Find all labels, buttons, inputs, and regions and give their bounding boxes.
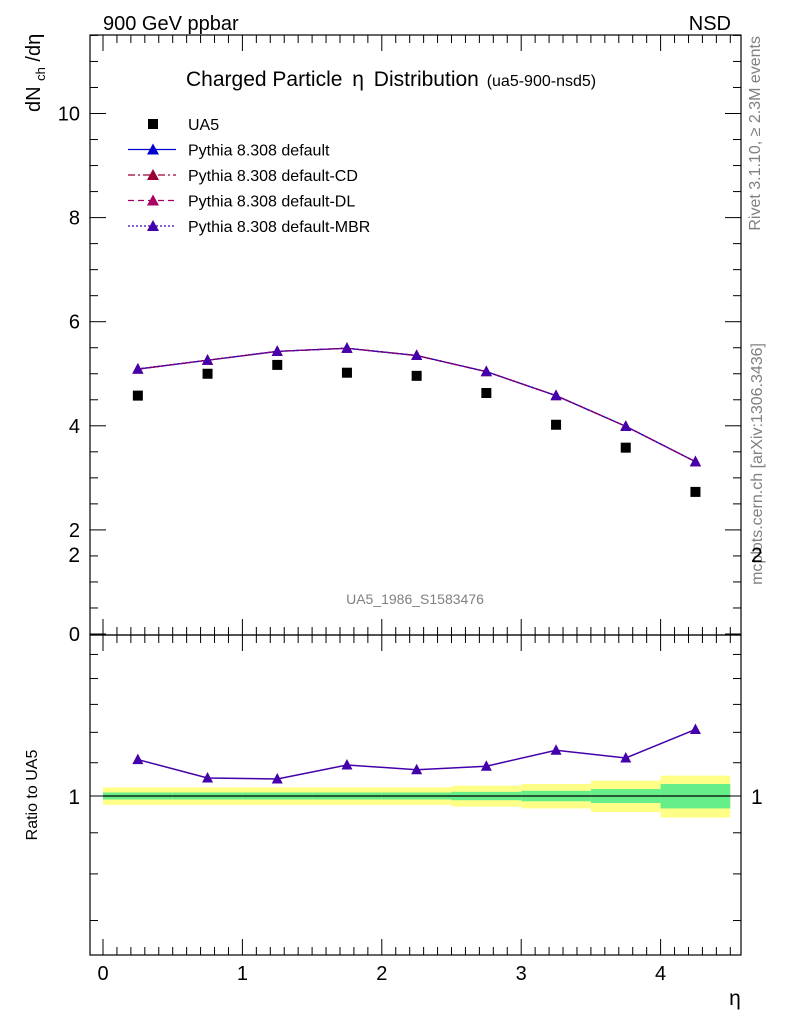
main-series-group bbox=[132, 342, 701, 497]
legend-label: Pythia 8.308 default-CD bbox=[188, 168, 358, 185]
ua5-data-point bbox=[690, 486, 701, 497]
ratio-series-group bbox=[132, 723, 701, 784]
rivet-version-label: Rivet 3.1.10, ≥ 2.3M events bbox=[747, 36, 764, 231]
legend-marker-square bbox=[148, 119, 158, 129]
x-tick-label: 1 bbox=[237, 963, 248, 985]
main-title-main: Charged Particle bbox=[186, 68, 342, 91]
mc-series-marker bbox=[202, 354, 214, 365]
mc-series-line bbox=[137, 347, 696, 463]
mc-series-marker bbox=[271, 345, 283, 356]
main-title-eta: η bbox=[352, 68, 364, 91]
ratio-series-marker bbox=[202, 771, 214, 783]
ratio-y-tick-label-left: 1 bbox=[68, 786, 80, 809]
ratio-series-marker bbox=[620, 751, 632, 763]
mc-series-marker bbox=[341, 342, 353, 353]
mc-series-line bbox=[137, 347, 696, 463]
main-y-tick-label: 0 bbox=[69, 624, 80, 646]
legend-label: Pythia 8.308 default-DL bbox=[188, 194, 355, 211]
ratio-plot-frame bbox=[89, 634, 742, 956]
mc-series-line bbox=[137, 347, 696, 463]
ratio-y-tick-label-left: 2 bbox=[68, 544, 80, 567]
ua5-data-point bbox=[620, 442, 631, 453]
ratio-y-tick-label-right: 1 bbox=[751, 786, 763, 809]
legend-label: Pythia 8.308 default bbox=[188, 143, 330, 160]
x-tick-label: 2 bbox=[376, 963, 387, 985]
mcplots-label: mcplots.cern.ch [arXiv:1306.3436] bbox=[749, 343, 766, 585]
main-axis-ticks bbox=[90, 34, 741, 635]
legend-marker-triangle bbox=[147, 220, 159, 231]
ratio-y-tick-labels: 0.50.51122 bbox=[68, 544, 763, 809]
y-label-sub: ch bbox=[33, 67, 48, 81]
ratio-series-marker bbox=[411, 763, 423, 775]
ratio-series-marker bbox=[480, 760, 492, 771]
legend-label: UA5 bbox=[188, 117, 219, 134]
mc-series-marker bbox=[550, 389, 562, 401]
x-tick-label: 3 bbox=[516, 963, 527, 985]
main-title-word: Distribution bbox=[374, 68, 479, 91]
ua5-data-point bbox=[272, 359, 283, 370]
main-y-tick-label: 2 bbox=[69, 520, 80, 542]
ratio-axis-ticks bbox=[90, 635, 741, 955]
x-axis-label: η bbox=[729, 987, 741, 1010]
ua5-data-point bbox=[481, 388, 492, 399]
ua5-data-point bbox=[202, 368, 213, 379]
analysis-watermark: UA5_1986_S1583476 bbox=[346, 591, 484, 607]
x-tick-label: 4 bbox=[655, 963, 666, 985]
ratio-series-marker bbox=[132, 753, 144, 765]
ratio-series-marker bbox=[550, 744, 562, 755]
ratio-series-marker bbox=[341, 758, 353, 770]
legend-marker-triangle bbox=[147, 194, 159, 206]
header-right-label: NSD bbox=[689, 13, 731, 35]
mc-series-marker bbox=[480, 365, 492, 377]
main-title-tag: (ua5-900-nsd5) bbox=[487, 73, 596, 90]
x-tick-label: 0 bbox=[97, 963, 108, 985]
legend-label: Pythia 8.308 default-MBR bbox=[188, 219, 370, 236]
main-y-tick-label: 4 bbox=[69, 416, 80, 438]
ua5-data-point bbox=[341, 367, 352, 378]
ratio-uncertainty-bands bbox=[103, 775, 731, 818]
main-y-tick-label: 8 bbox=[69, 208, 80, 230]
mc-series-marker bbox=[411, 349, 423, 361]
main-y-axis-label: dN ch /dη bbox=[23, 34, 50, 112]
ratio-series-marker bbox=[271, 772, 283, 784]
main-title: Charged Particle η Distribution (ua5-900… bbox=[186, 68, 596, 91]
main-panel: 0 2 4 6 8 10 Charged Particle η Distribution … bbox=[23, 34, 742, 647]
mc-series-line bbox=[137, 347, 696, 463]
ratio-series-marker bbox=[689, 723, 701, 734]
ratio-y-tick-label-right: 2 bbox=[751, 544, 763, 567]
ua5-data-point bbox=[551, 419, 562, 430]
ua5-data-point bbox=[132, 390, 143, 401]
header-left-label: 900 GeV ppbar bbox=[103, 13, 239, 35]
mc-series-marker bbox=[689, 455, 701, 467]
main-y-tick-labels: 0 2 4 6 8 10 bbox=[58, 104, 80, 647]
x-tick-labels: 0 1 2 3 4 bbox=[97, 963, 666, 985]
main-y-tick-label: 6 bbox=[69, 312, 80, 334]
legend: UA5 Pythia 8.308 default Pythia 8.308 defa… bbox=[128, 117, 370, 236]
y-label-part-b: /dη bbox=[23, 34, 45, 62]
ua5-data-point bbox=[411, 370, 422, 381]
ratio-y-axis-label: Ratio to UA5 bbox=[24, 750, 41, 841]
mc-series-marker bbox=[620, 420, 632, 431]
y-label-part-a: dN bbox=[23, 86, 45, 112]
mc-series-marker bbox=[132, 363, 144, 374]
legend-marker-triangle bbox=[147, 169, 159, 180]
main-y-tick-label: 10 bbox=[58, 104, 80, 126]
legend-marker-triangle bbox=[147, 143, 159, 155]
